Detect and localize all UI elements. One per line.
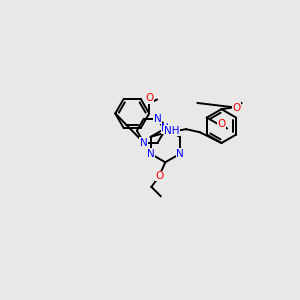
Text: N: N xyxy=(140,138,148,148)
Text: NH: NH xyxy=(164,126,180,136)
Text: N: N xyxy=(176,149,184,159)
Text: O: O xyxy=(232,103,241,112)
Text: O: O xyxy=(145,93,153,103)
Text: O: O xyxy=(155,171,163,181)
Text: O: O xyxy=(218,119,226,129)
Text: N: N xyxy=(154,114,161,124)
Text: N: N xyxy=(161,123,169,134)
Text: N: N xyxy=(147,149,154,159)
